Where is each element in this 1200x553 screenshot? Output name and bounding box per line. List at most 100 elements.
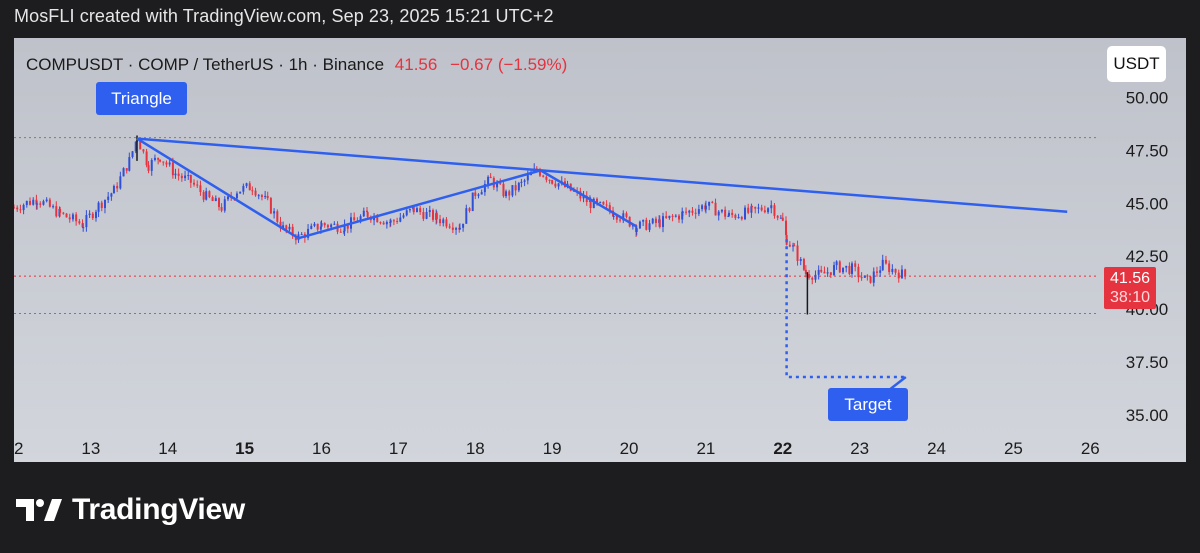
candle-body bbox=[119, 176, 122, 189]
candle-body bbox=[399, 217, 402, 222]
candle-body bbox=[820, 269, 823, 272]
candle-body bbox=[116, 185, 119, 189]
x-tick-label: 24 bbox=[927, 439, 946, 458]
candle-body bbox=[22, 205, 25, 211]
candle-body bbox=[691, 210, 694, 213]
candle-body bbox=[857, 266, 860, 278]
candle-body bbox=[16, 207, 19, 210]
candle-body bbox=[781, 217, 784, 221]
candle-body bbox=[888, 263, 891, 273]
candle-body bbox=[419, 208, 422, 213]
y-tick-label: 42.50 bbox=[1126, 247, 1169, 266]
candle-body bbox=[189, 174, 192, 183]
candle-body bbox=[439, 219, 442, 224]
candle-body bbox=[545, 176, 548, 180]
candle-body bbox=[804, 269, 807, 275]
candle-body bbox=[326, 225, 329, 228]
candle-body bbox=[125, 168, 128, 171]
candle-body bbox=[248, 183, 251, 191]
candle-body bbox=[811, 277, 814, 280]
candle-body bbox=[330, 224, 333, 228]
candle-body bbox=[860, 277, 863, 279]
candle-body bbox=[202, 192, 205, 200]
candle-body bbox=[483, 183, 486, 193]
candle-body bbox=[496, 183, 499, 188]
candle-body bbox=[131, 151, 134, 158]
candle-body bbox=[245, 183, 248, 186]
candle-body bbox=[615, 216, 618, 220]
tradingview-logo[interactable]: TradingView bbox=[16, 492, 245, 528]
candle-body bbox=[863, 275, 866, 278]
target-projection-line[interactable] bbox=[785, 239, 906, 379]
candle-body bbox=[251, 190, 254, 192]
candle-body bbox=[499, 183, 502, 185]
candle-body bbox=[751, 206, 754, 208]
x-tick-label: 14 bbox=[158, 439, 177, 458]
candle-body bbox=[750, 206, 753, 213]
candle-body bbox=[505, 191, 508, 197]
candle-body bbox=[608, 205, 611, 211]
candle-body bbox=[511, 185, 514, 196]
candle-body bbox=[71, 214, 74, 220]
candle-body bbox=[35, 199, 38, 205]
x-tick-label: 13 bbox=[81, 439, 100, 458]
candle-body bbox=[757, 207, 760, 209]
candle-body bbox=[784, 220, 787, 235]
candle-body bbox=[835, 261, 838, 266]
candle-body bbox=[211, 197, 214, 202]
candle-body bbox=[602, 201, 605, 205]
candle-body bbox=[254, 190, 257, 196]
candle-body bbox=[428, 210, 431, 213]
candle-body bbox=[223, 199, 226, 211]
candle-body bbox=[520, 181, 523, 183]
candle-body bbox=[845, 265, 848, 268]
candle-body bbox=[711, 201, 714, 203]
candle-body bbox=[168, 162, 171, 165]
candle-body bbox=[727, 215, 730, 217]
candle-body bbox=[359, 216, 362, 222]
candle-body bbox=[694, 212, 697, 214]
candle-body bbox=[829, 272, 832, 275]
candle-body bbox=[208, 191, 211, 198]
tradingview-logo-icon bbox=[16, 499, 62, 521]
candle-body bbox=[319, 226, 322, 230]
candle-body bbox=[48, 199, 51, 207]
candlestick-chart[interactable]: 50.0047.5045.0042.5040.0037.5035.0012131… bbox=[14, 38, 1186, 462]
candle-body bbox=[900, 269, 903, 279]
candle-body bbox=[451, 227, 454, 230]
candle-body bbox=[760, 207, 763, 211]
chart-panel[interactable]: 50.0047.5045.0042.5040.0037.5035.0012131… bbox=[14, 38, 1186, 462]
candle-body bbox=[310, 225, 313, 229]
symbol-change: −0.67 (−1.59%) bbox=[450, 55, 568, 74]
candle-body bbox=[763, 210, 766, 213]
candle-body bbox=[681, 211, 684, 220]
candle-body bbox=[554, 183, 557, 187]
candle-body bbox=[110, 193, 113, 197]
candle-body bbox=[103, 199, 106, 209]
candle-body bbox=[88, 213, 91, 216]
candle-body bbox=[779, 217, 782, 219]
triangle-lower-trendline[interactable] bbox=[136, 137, 638, 240]
x-tick-label: 26 bbox=[1081, 439, 1100, 458]
candle-body bbox=[802, 259, 805, 270]
candle-body bbox=[489, 176, 492, 179]
candle-body bbox=[239, 191, 242, 194]
candle-body bbox=[848, 265, 851, 274]
triangle-upper-trendline[interactable] bbox=[136, 137, 1068, 214]
candle-body bbox=[220, 207, 223, 211]
candle-body bbox=[193, 182, 196, 185]
currency-unit-button[interactable]: USDT bbox=[1107, 46, 1166, 82]
candle-body bbox=[235, 193, 238, 199]
candle-body bbox=[714, 202, 717, 216]
candle-body bbox=[25, 200, 28, 206]
x-tick-label: 19 bbox=[543, 439, 562, 458]
candle-body bbox=[291, 226, 294, 236]
candle-body bbox=[697, 209, 700, 214]
candle-body bbox=[128, 157, 131, 171]
candle-body bbox=[316, 223, 319, 230]
candle-body bbox=[242, 185, 245, 192]
candle-body bbox=[389, 220, 392, 223]
candle-body bbox=[793, 245, 796, 247]
candle-body bbox=[727, 212, 730, 216]
candle-body bbox=[808, 274, 811, 278]
